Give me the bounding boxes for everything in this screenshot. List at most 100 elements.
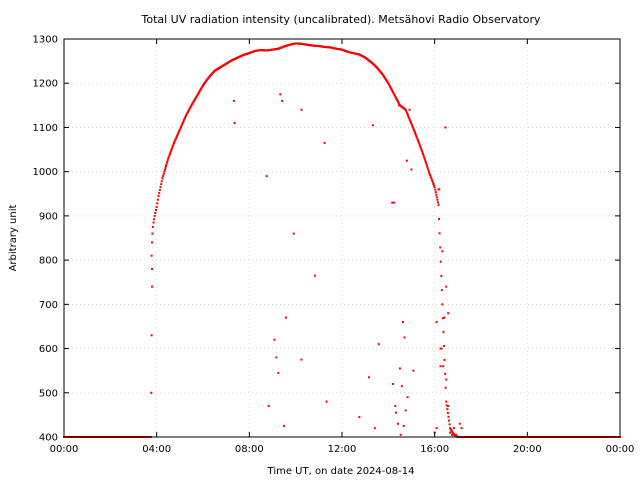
data-point xyxy=(404,409,407,412)
data-point xyxy=(180,124,183,127)
y-tick-label: 900 xyxy=(39,211,58,222)
data-point xyxy=(165,164,168,167)
data-point xyxy=(407,114,410,117)
data-point xyxy=(175,136,178,139)
data-point xyxy=(188,108,191,111)
data-point xyxy=(454,433,457,436)
data-point xyxy=(446,408,449,411)
data-point xyxy=(174,137,177,140)
data-point xyxy=(177,132,180,135)
data-point xyxy=(429,175,432,178)
y-tick-label: 700 xyxy=(39,300,58,311)
data-point xyxy=(168,154,171,157)
data-point xyxy=(443,316,446,319)
data-point xyxy=(425,163,428,166)
data-point xyxy=(430,176,433,179)
data-point xyxy=(421,151,424,154)
data-point xyxy=(412,128,415,131)
data-point xyxy=(396,422,399,425)
x-tick-label: 20:00 xyxy=(513,444,542,455)
data-point xyxy=(178,128,181,131)
data-point xyxy=(184,115,187,118)
y-tick-label: 1300 xyxy=(33,35,58,46)
grid-layer xyxy=(64,39,620,437)
data-point xyxy=(430,178,433,181)
data-point xyxy=(182,120,185,123)
data-point xyxy=(435,321,438,324)
data-point xyxy=(232,99,235,102)
data-point xyxy=(358,416,361,419)
data-point xyxy=(416,137,419,140)
x-axis-label: Time UT, on date 2024-08-14 xyxy=(267,466,415,477)
data-point xyxy=(158,189,161,192)
data-point xyxy=(442,365,445,368)
data-point xyxy=(405,111,408,114)
data-point xyxy=(170,148,173,151)
data-point xyxy=(429,173,432,176)
data-point xyxy=(442,331,445,334)
data-point xyxy=(448,423,451,426)
data-point xyxy=(436,198,439,201)
data-point xyxy=(388,84,391,87)
data-point xyxy=(410,122,413,125)
data-point xyxy=(173,140,176,143)
data-point xyxy=(150,391,153,394)
data-point xyxy=(420,149,423,152)
data-point xyxy=(409,120,412,123)
data-point xyxy=(196,94,199,97)
data-point xyxy=(438,218,441,221)
data-point xyxy=(292,232,295,235)
y-tick-label: 1200 xyxy=(33,79,58,90)
data-point xyxy=(419,146,422,149)
data-point xyxy=(441,303,444,306)
data-point xyxy=(281,99,284,102)
data-point xyxy=(428,172,431,175)
data-point xyxy=(183,118,186,121)
data-point xyxy=(392,92,395,95)
data-point xyxy=(377,343,380,346)
data-point xyxy=(151,267,154,270)
y-tick-label: 800 xyxy=(39,256,58,267)
data-point xyxy=(446,411,449,414)
data-point xyxy=(199,88,202,91)
data-point xyxy=(410,168,413,171)
data-point xyxy=(179,127,182,130)
data-point xyxy=(233,122,236,125)
data-point xyxy=(189,106,192,109)
data-point xyxy=(423,156,426,159)
data-point xyxy=(427,168,430,171)
data-point xyxy=(151,241,154,244)
data-point xyxy=(426,165,429,168)
data-point xyxy=(171,146,174,149)
data-point xyxy=(265,175,268,178)
data-point xyxy=(439,246,442,249)
data-point xyxy=(273,338,276,341)
data-point xyxy=(434,188,437,191)
data-point xyxy=(443,345,446,348)
data-point xyxy=(387,83,390,86)
data-point xyxy=(170,149,173,152)
data-point xyxy=(402,424,405,427)
chart-title: Total UV radiation intensity (uncalibrat… xyxy=(141,13,541,26)
data-point xyxy=(200,86,203,89)
x-tick-label: 00:00 xyxy=(606,444,635,455)
data-point xyxy=(408,108,411,111)
data-point xyxy=(197,91,200,94)
data-point xyxy=(419,145,422,148)
data-point xyxy=(172,143,175,146)
data-point xyxy=(279,93,282,96)
data-point xyxy=(422,152,425,155)
data-point xyxy=(391,89,394,92)
data-point xyxy=(169,151,172,154)
data-point xyxy=(437,203,440,206)
data-point xyxy=(391,201,394,204)
data-point xyxy=(448,419,451,422)
data-point xyxy=(447,405,450,408)
data-point xyxy=(424,160,427,163)
data-point xyxy=(387,82,390,85)
data-point xyxy=(181,122,184,125)
data-point xyxy=(412,369,415,372)
data-point xyxy=(440,289,443,292)
data-point xyxy=(197,92,200,95)
